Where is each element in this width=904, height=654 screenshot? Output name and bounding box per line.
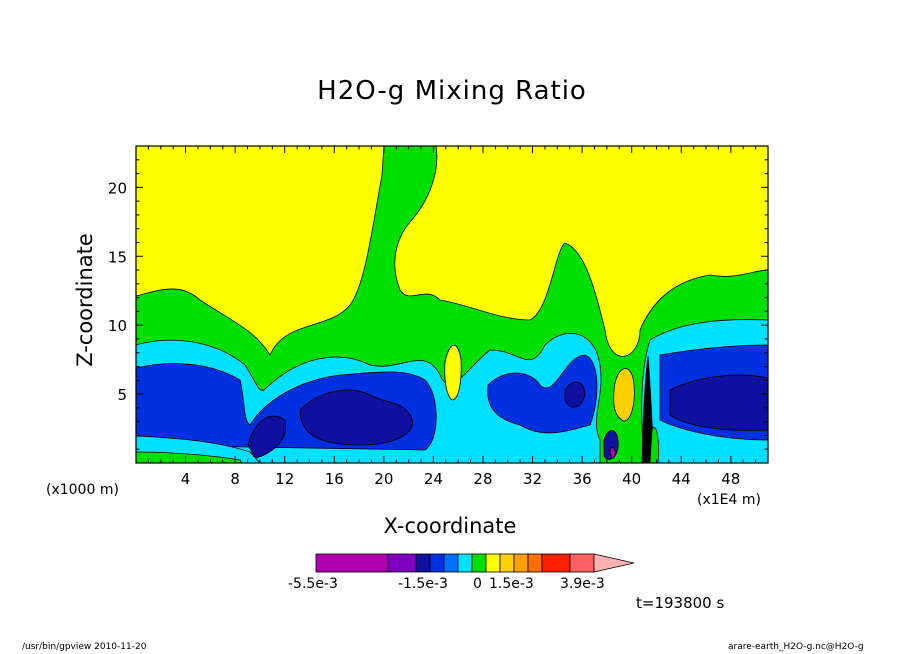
colorbar-segment (429, 553, 445, 573)
colorbar-segment (443, 553, 459, 573)
chart-title: H2O-g Mixing Ratio (317, 76, 587, 106)
x-tick-label: 8 (230, 470, 240, 488)
x-tick-label: 44 (672, 470, 691, 488)
time-label: t=193800 s (636, 594, 725, 612)
region-dark-core-2 (247, 415, 287, 459)
colorbar-label: -5.5e-3 (288, 576, 338, 592)
x-tick-label: 12 (275, 470, 294, 488)
colorbar-label: -1.5e-3 (398, 576, 448, 592)
colorbar-label: 3.9e-3 (560, 576, 605, 592)
x-tick-label: 16 (325, 470, 344, 488)
colorbar-segment (485, 553, 501, 573)
region-dark-core-1 (299, 389, 413, 446)
region-green-base (136, 451, 243, 463)
colorbar-label: 0 (473, 576, 482, 592)
x-tick-label: 20 (374, 470, 393, 488)
footer-right: arare-earth_H2O-g.nc@H2O-g (728, 642, 864, 652)
x-tick-label: 40 (622, 470, 641, 488)
x-unit-left-label: (x1000 m) (46, 482, 119, 498)
region-dark-core-3 (564, 381, 586, 408)
x-tick-label: 24 (424, 470, 443, 488)
plot-frame (135, 145, 769, 464)
colorbar-label: 1.5e-3 (489, 576, 534, 592)
colorbar-segment (415, 553, 431, 573)
colorbar-segment (513, 553, 529, 573)
region-dark-core-4 (669, 374, 768, 431)
x-tick-label: 32 (523, 470, 542, 488)
y-tick-label: 5 (117, 386, 127, 404)
region-column-green (649, 427, 659, 463)
y-tick-label: 10 (108, 317, 127, 335)
x-tick-label: 48 (721, 470, 740, 488)
colorbar-segment (541, 553, 571, 573)
region-magenta-dot (609, 447, 616, 459)
colorbar-segment (471, 553, 487, 573)
region-blue-band-mid (487, 354, 598, 434)
colorbar-segment (457, 553, 473, 573)
x-tick-label: 28 (473, 470, 492, 488)
x-tick-label: 36 (573, 470, 592, 488)
colorbar-segment (387, 553, 417, 573)
footer-left: /usr/bin/gpview 2010-11-20 (22, 642, 147, 652)
region-orange-pocket (613, 368, 635, 422)
y-axis-label: Z-coordinate (73, 233, 97, 367)
colorbar-segment (499, 553, 515, 573)
x-tick-label: 4 (181, 470, 191, 488)
x-unit-right-label: (x1E4 m) (697, 492, 761, 508)
x-axis-label: X-coordinate (383, 514, 517, 538)
y-tick-label: 20 (108, 179, 127, 197)
colorbar-segment (315, 553, 389, 573)
region-yellow-pocket-top (444, 344, 462, 401)
y-tick-label: 15 (108, 248, 127, 266)
colorbar-arrow (593, 553, 635, 573)
colorbar-segment (527, 553, 543, 573)
colorbar-segment (569, 553, 595, 573)
